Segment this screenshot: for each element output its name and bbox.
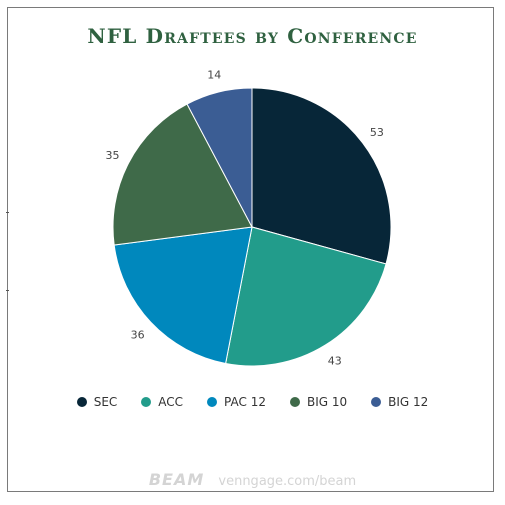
legend-item: ACC bbox=[141, 395, 183, 409]
slice-value-label: 36 bbox=[131, 329, 145, 342]
legend-item: BIG 12 bbox=[371, 395, 428, 409]
pie-slice-acc bbox=[225, 226, 387, 367]
pie-slice-sec bbox=[251, 87, 392, 265]
legend-item: SEC bbox=[76, 395, 118, 409]
pie-slices bbox=[112, 87, 392, 367]
legend-item: BIG 10 bbox=[289, 395, 348, 409]
legend-label: BIG 10 bbox=[306, 395, 348, 409]
edge-tick bbox=[6, 212, 9, 213]
legend-swatch bbox=[207, 397, 218, 407]
legend-label: ACC bbox=[158, 395, 184, 409]
edge-tick bbox=[6, 290, 9, 291]
chart-legend: SEC ACC PAC 12 BIG 10 BIG 12 bbox=[0, 395, 505, 409]
legend-label: BIG 12 bbox=[388, 395, 429, 409]
chart-title: NFL Draftees by Conference bbox=[87, 24, 418, 48]
watermark-brand: BEAM bbox=[148, 470, 205, 489]
slice-value-label: 43 bbox=[328, 354, 342, 367]
legend-item: PAC 12 bbox=[207, 395, 266, 409]
watermark: BEAM venngage.com/beam bbox=[0, 470, 505, 489]
legend-swatch bbox=[289, 397, 300, 407]
pie-labels: 53 43 36 35 14 bbox=[106, 69, 384, 368]
pie-slice-big-10 bbox=[112, 103, 253, 246]
pie-slice-pac-12 bbox=[113, 226, 253, 365]
slice-value-label: 53 bbox=[370, 126, 384, 139]
slice-value-label: 35 bbox=[106, 149, 120, 162]
legend-swatch bbox=[76, 397, 87, 407]
legend-label: PAC 12 bbox=[224, 395, 266, 409]
legend-swatch bbox=[371, 397, 382, 407]
watermark-url: venngage.com/beam bbox=[218, 474, 357, 489]
slice-value-label: 14 bbox=[207, 69, 221, 82]
legend-swatch bbox=[141, 397, 152, 407]
legend-label: SEC bbox=[93, 395, 118, 409]
pie-slice-big-12 bbox=[186, 87, 253, 228]
